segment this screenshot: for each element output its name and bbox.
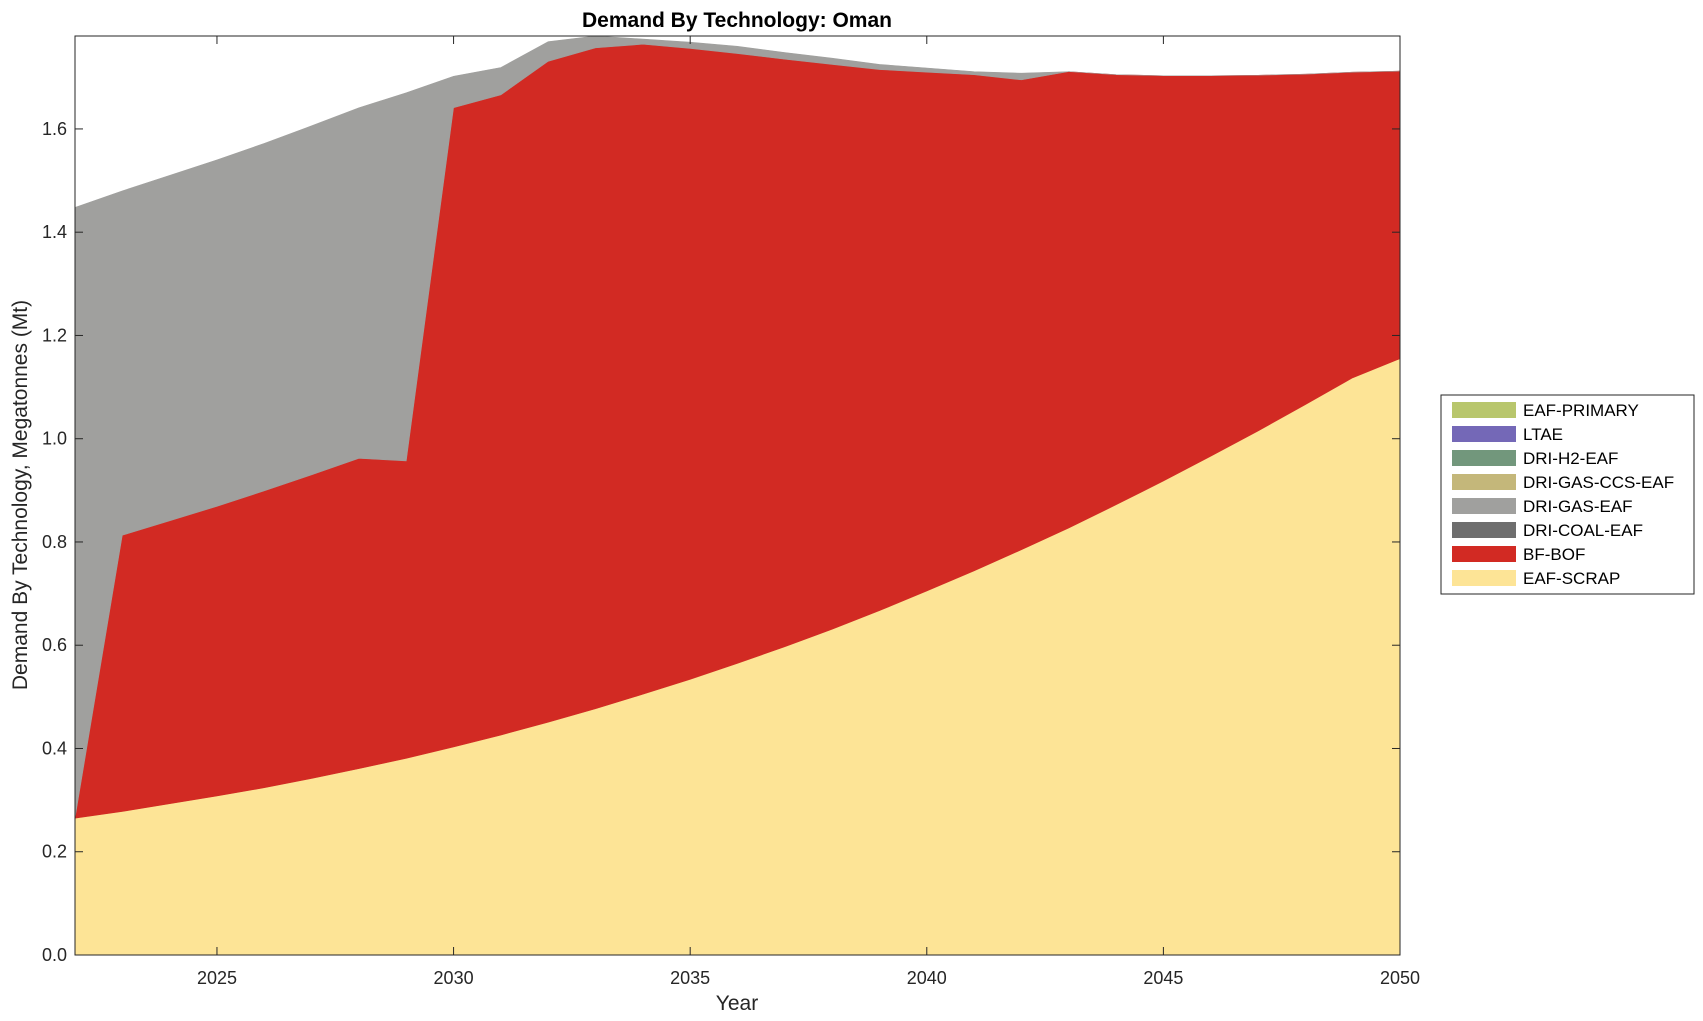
area-series-group	[75, 36, 1400, 955]
axis-ticks: 2025 2030 2035 2040 2045 2050 0.0 0.2 0.4 0.6 0.8 1…	[42, 36, 1420, 988]
y-tick-label: 0.4	[42, 738, 67, 758]
y-tick-label: 0.6	[42, 635, 67, 655]
legend-swatch	[1452, 402, 1516, 418]
legend-item-eaf-scrap: EAF-SCRAP	[1452, 569, 1620, 588]
legend-label: LTAE	[1523, 425, 1563, 444]
y-tick-label: 1.6	[42, 119, 67, 139]
y-tick-label: 1.4	[42, 222, 67, 242]
legend-swatch	[1452, 426, 1516, 442]
legend-item-dri-gas-ccs-eaf: DRI-GAS-CCS-EAF	[1452, 473, 1674, 492]
legend: EAF-PRIMARY LTAE DRI-H2-EAF DRI-GAS-CCS-EAF…	[1440, 394, 1695, 595]
legend-item-bf-bof: BF-BOF	[1452, 545, 1585, 564]
legend-label: DRI-H2-EAF	[1523, 449, 1618, 468]
legend-swatch	[1452, 498, 1516, 514]
legend-box	[1440, 394, 1695, 595]
legend-label: EAF-SCRAP	[1523, 569, 1620, 588]
legend-swatch	[1452, 474, 1516, 490]
legend-item-dri-gas-eaf: DRI-GAS-EAF	[1452, 497, 1633, 516]
area-dri-gas-eaf	[75, 36, 1400, 819]
y-tick-label: 1.2	[42, 325, 67, 345]
legend-label: EAF-PRIMARY	[1523, 401, 1639, 420]
y-tick-label: 0.8	[42, 532, 67, 552]
legend-item-ltae: LTAE	[1452, 425, 1563, 444]
legend-swatch	[1452, 522, 1516, 538]
legend-items: EAF-PRIMARY LTAE DRI-H2-EAF DRI-GAS-CCS-EAF…	[1452, 401, 1674, 588]
y-tick-label: 0.0	[42, 945, 67, 965]
plot-frame	[74, 35, 1401, 956]
x-tick-label: 2050	[1380, 968, 1420, 988]
x-tick-label: 2035	[670, 968, 710, 988]
y-tick-label: 0.2	[42, 842, 67, 862]
legend-swatch	[1452, 546, 1516, 562]
x-tick-label: 2025	[197, 968, 237, 988]
legend-label: BF-BOF	[1523, 545, 1585, 564]
legend-item-dri-h2-eaf: DRI-H2-EAF	[1452, 449, 1618, 468]
chart-title: Demand By Technology: Oman	[582, 9, 892, 32]
legend-label: DRI-COAL-EAF	[1523, 521, 1643, 540]
x-tick-label: 2040	[907, 968, 947, 988]
y-tick-label: 1.0	[42, 429, 67, 449]
legend-item-eaf-primary: EAF-PRIMARY	[1452, 401, 1639, 420]
x-tick-label: 2045	[1143, 968, 1183, 988]
legend-swatch	[1452, 450, 1516, 466]
x-axis-label: Year	[716, 992, 758, 1015]
y-axis-label: Demand By Technology, Megatonnes (Mt)	[9, 300, 32, 690]
legend-item-dri-coal-eaf: DRI-COAL-EAF	[1452, 521, 1643, 540]
legend-label: DRI-GAS-EAF	[1523, 497, 1633, 516]
x-tick-label: 2030	[434, 968, 474, 988]
legend-label: DRI-GAS-CCS-EAF	[1523, 473, 1674, 492]
legend-swatch	[1452, 570, 1516, 586]
